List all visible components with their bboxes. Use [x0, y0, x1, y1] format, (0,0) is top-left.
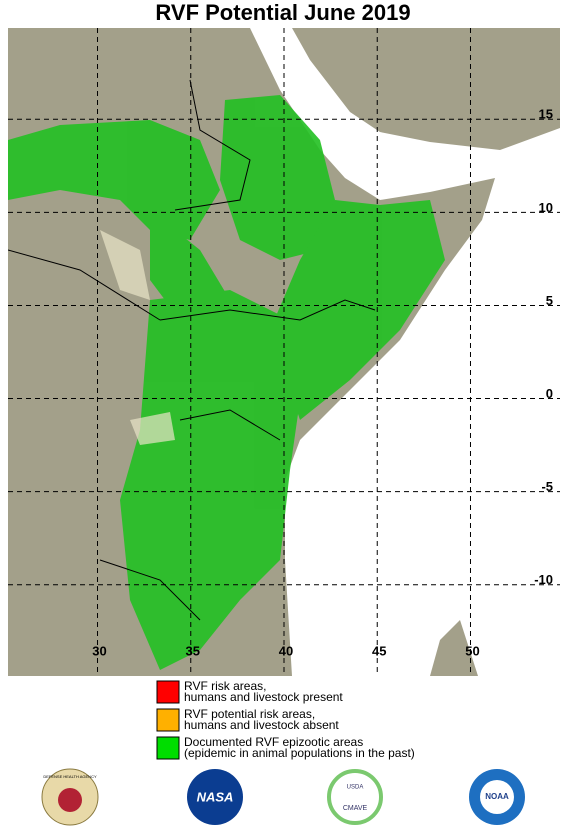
lon-label: 45 [372, 643, 386, 658]
legend-label: (epidemic in animal populations in the p… [184, 746, 415, 760]
dha-text: DEFENSE HEALTH AGENCY [43, 774, 97, 779]
lat-label: -10 [534, 572, 553, 587]
legend-label: RVF risk areas, [184, 679, 266, 693]
legend-swatch [156, 736, 180, 760]
legend-label: humans and livestock absent [184, 718, 339, 732]
noaa-inner [480, 780, 514, 814]
lat-label: 0 [546, 386, 553, 401]
legend-swatch [156, 708, 180, 732]
lat-label: -5 [541, 479, 553, 494]
usda-logo [327, 769, 383, 825]
lat-label: 5 [546, 293, 553, 308]
legend-label: RVF potential risk areas, [184, 707, 315, 721]
nasa-text: NASA [197, 789, 234, 804]
noaa-text: NOAA [485, 792, 509, 801]
legend-label: Documented RVF epizootic areas [184, 735, 363, 749]
lon-label: 50 [465, 643, 479, 658]
legend-label: humans and livestock present [184, 690, 343, 704]
logos: DEFENSE HEALTH AGENCY NASA USDA CMAVE NO… [41, 768, 525, 826]
usda-text: USDA [347, 785, 364, 791]
madagascar [430, 620, 478, 676]
legend-swatch [156, 680, 180, 704]
borders [8, 79, 376, 621]
lon-label: 30 [92, 643, 106, 658]
lon-label: 35 [186, 643, 200, 658]
cmave-text: CMAVE [343, 805, 368, 812]
lat-label: 15 [539, 107, 553, 122]
map-title: RVF Potential June 2019 [155, 0, 410, 25]
epizootic-areas [8, 95, 445, 670]
sea [250, 28, 560, 676]
graticule [8, 28, 560, 676]
nasa-logo [187, 769, 243, 825]
lon-label: 40 [279, 643, 293, 658]
dha-shield [58, 788, 82, 812]
legend: RVF risk areas,humans and livestock pres… [156, 679, 415, 760]
bare-areas [100, 230, 175, 445]
lat-label: 10 [539, 200, 553, 215]
